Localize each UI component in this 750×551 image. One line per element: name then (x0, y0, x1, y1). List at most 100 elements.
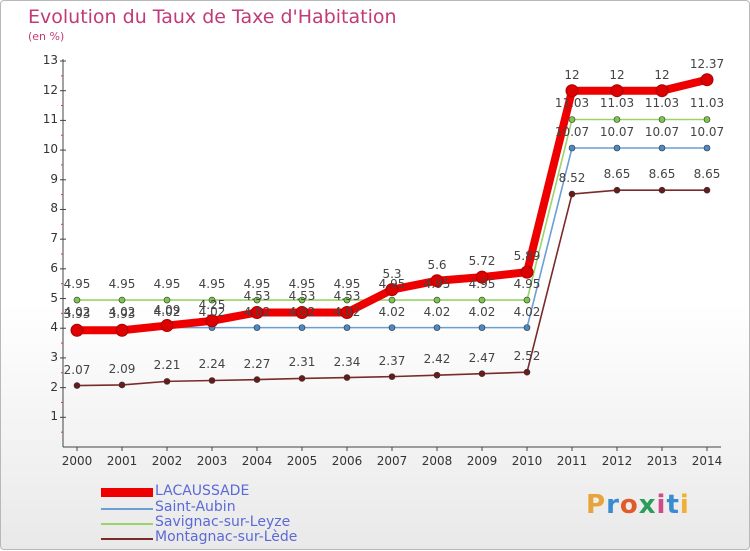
data-point (655, 84, 669, 98)
data-point (118, 381, 126, 389)
data-point (253, 376, 261, 383)
logo-letter: i (679, 490, 690, 520)
data-label: 4.53 (333, 289, 361, 304)
data-point (523, 368, 531, 376)
data-label: 4.95 (378, 277, 406, 292)
y-tick-label: 4 (50, 320, 58, 335)
data-point (298, 296, 306, 304)
data-point (160, 319, 174, 333)
x-tick-label: 2011 (556, 454, 588, 468)
data-label: 4.53 (243, 289, 271, 304)
y-tick-label: 7 (50, 231, 58, 246)
data-point (703, 116, 711, 123)
data-label: 4.95 (153, 277, 181, 292)
data-point (613, 186, 621, 194)
logo-letter: o (619, 490, 639, 520)
proxiti-logo: Proxiti (586, 490, 690, 520)
data-label: 4.02 (63, 304, 91, 319)
data-label: 4.53 (288, 289, 316, 304)
data-point (298, 375, 306, 382)
y-tick-label: 3 (50, 349, 58, 364)
data-point (70, 323, 84, 337)
data-label: 4.95 (288, 277, 316, 292)
data-point (343, 324, 351, 331)
data-point (73, 296, 81, 304)
data-point (163, 296, 171, 304)
data-point (208, 296, 216, 304)
legend-swatch-saint-aubin (101, 508, 153, 510)
data-label: 2.47 (468, 350, 496, 365)
data-label: 4.02 (108, 304, 136, 319)
x-tick-label: 2000 (61, 454, 93, 468)
y-tick-label: 13 (42, 53, 58, 67)
data-point (478, 296, 486, 304)
data-point (568, 190, 576, 198)
data-label: 2.07 (63, 362, 91, 377)
data-label: 12.37 (689, 56, 725, 71)
x-tick-label: 2010 (511, 454, 543, 468)
data-point (520, 265, 534, 279)
data-label: 2.27 (243, 356, 271, 371)
data-label: 4.02 (333, 304, 361, 319)
x-tick-label: 2008 (421, 454, 453, 468)
data-point (703, 144, 711, 152)
data-label: 4.25 (198, 297, 226, 312)
data-label: 4.95 (63, 277, 91, 292)
y-tick-label: 8 (50, 201, 58, 216)
data-label: 12 (609, 67, 625, 82)
data-point (343, 296, 351, 304)
x-tick-label: 2012 (601, 454, 633, 468)
data-point (388, 296, 396, 304)
data-label: 11.03 (599, 96, 635, 111)
data-label: 11.03 (689, 96, 725, 111)
data-point (568, 144, 576, 152)
data-point (208, 377, 216, 384)
data-label: 10.07 (599, 124, 635, 139)
data-label: 10.07 (689, 124, 725, 139)
logo-letter: t (666, 490, 680, 520)
data-label: 4.95 (243, 277, 271, 292)
data-label: 2.09 (108, 361, 136, 376)
data-point (658, 186, 666, 194)
data-point (433, 296, 441, 304)
logo-letter: r (606, 490, 620, 520)
y-tick-label: 9 (50, 171, 58, 186)
data-point (478, 324, 486, 331)
data-point (658, 144, 666, 152)
data-point (703, 186, 711, 194)
legend-swatch-lacaussade (101, 488, 153, 497)
legend-label-saint-aubin: Saint-Aubin (155, 499, 236, 515)
data-label: 8.52 (558, 171, 586, 186)
data-point (163, 378, 171, 385)
data-label: 3.93 (63, 307, 91, 322)
data-point (73, 382, 81, 389)
data-label: 12 (654, 67, 670, 82)
data-label: 8.65 (603, 167, 631, 182)
data-label: 4.09 (153, 302, 181, 317)
data-label: 11.03 (554, 96, 590, 111)
data-label: 10.07 (554, 124, 590, 139)
data-point (118, 296, 126, 304)
data-label: 3.93 (108, 307, 136, 322)
data-label: 8.65 (693, 167, 721, 182)
x-tick-label: 2009 (466, 454, 498, 468)
data-label: 4.95 (468, 277, 496, 292)
data-label: 4.02 (423, 304, 451, 319)
data-point (475, 270, 489, 284)
data-label: 4.02 (243, 304, 271, 319)
x-tick-label: 2002 (151, 454, 183, 468)
data-point (523, 296, 531, 304)
y-tick-label: 11 (42, 112, 58, 127)
data-label: 4.02 (288, 304, 316, 319)
logo-letter: P (586, 490, 607, 520)
data-label: 4.95 (198, 277, 226, 292)
data-label: 2.42 (423, 352, 451, 367)
data-label: 2.24 (198, 357, 226, 372)
y-tick-label: 12 (42, 82, 58, 97)
x-tick-label: 2006 (331, 454, 363, 468)
data-point (385, 283, 399, 297)
logo-letter: i (656, 490, 667, 520)
data-point (205, 314, 219, 328)
data-label: 4.95 (333, 277, 361, 292)
